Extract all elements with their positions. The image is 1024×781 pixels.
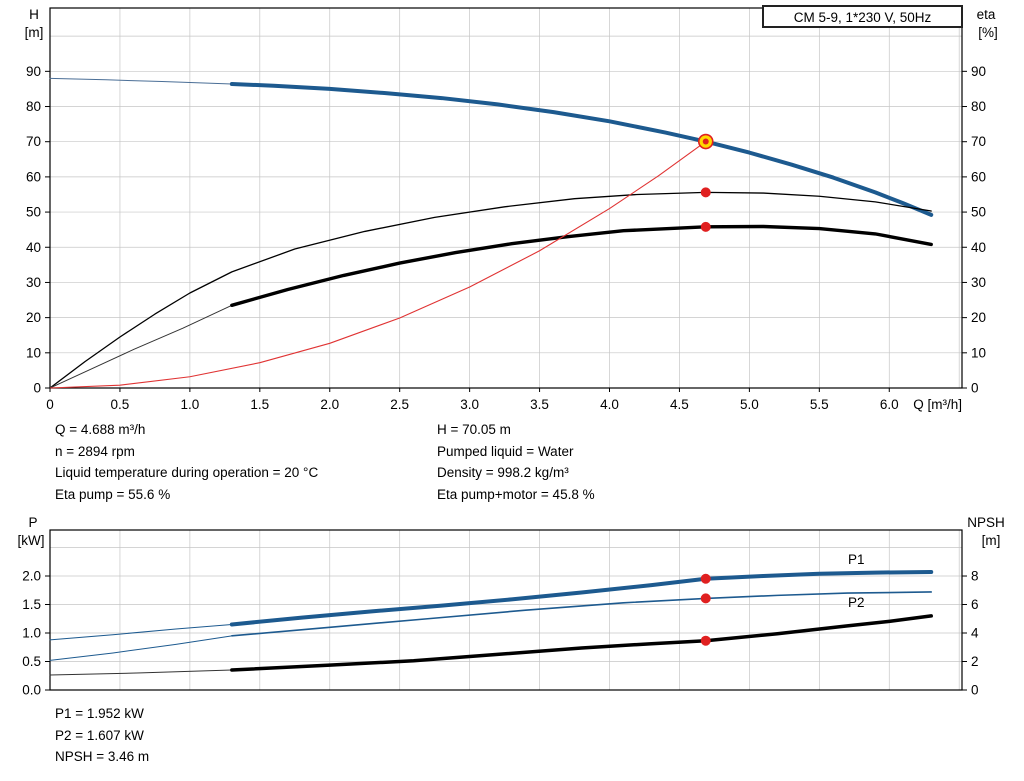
info-density: Density = 998.2 kg/m³ <box>437 465 569 480</box>
chart-1: 0.0 0.5 1.0 1.5 2.0 0 2 4 6 8 P [kW] NPSH [m] P1 P2 <box>18 515 1005 698</box>
info-eta-pump-motor: Eta pump+motor = 45.8 % <box>437 486 595 502</box>
chart-text: 1.5 <box>22 597 41 612</box>
info-flow: Q = 4.688 m³/h <box>55 422 146 437</box>
duty-info-right: H = 70.05 m Pumped liquid = Water Densit… <box>437 419 595 505</box>
chart-text: 80 <box>971 99 986 114</box>
duty-info-left: Q = 4.688 m³/h n = 2894 rpm Liquid tempe… <box>55 419 318 505</box>
chart-text: 50 <box>26 205 41 220</box>
info-pumped-liquid: Pumped liquid = Water <box>437 443 574 459</box>
pump-title-box: CM 5-9, 1*230 V, 50Hz <box>762 5 963 28</box>
chart-text: 2.0 <box>320 397 339 412</box>
duty-point-inner <box>702 138 709 145</box>
chart-text: eta <box>977 7 996 22</box>
chart-text: 0 <box>971 381 979 396</box>
chart-text: [kW] <box>18 533 45 548</box>
info-npsh: NPSH = 3.46 m <box>55 749 150 764</box>
chart-text: 3.0 <box>460 397 479 412</box>
chart-text: 60 <box>26 169 41 184</box>
p2-curve <box>231 591 933 637</box>
chart-text: 4.0 <box>600 397 619 412</box>
chart-text: 5.5 <box>810 397 829 412</box>
info-head: H = 70.05 m <box>437 422 511 437</box>
chart-text: 3.5 <box>530 397 549 412</box>
chart-text: 4.5 <box>670 397 689 412</box>
info-liquid-temperature: Liquid temperature during operation = 20… <box>55 465 319 480</box>
chart-text: 2 <box>971 654 979 669</box>
p2-point <box>700 593 711 604</box>
eta-pump-motor-curve <box>230 224 933 308</box>
chart-text: 90 <box>971 64 986 79</box>
chart-text: P <box>28 515 37 530</box>
chart-text: 40 <box>26 240 41 255</box>
eta-pump-curve <box>49 191 932 389</box>
chart-text: 50 <box>971 205 986 220</box>
chart-text: 0.5 <box>22 654 41 669</box>
chart-text: 0 <box>33 381 41 396</box>
chart-text: [m] <box>25 25 44 40</box>
chart-text: 0.0 <box>22 683 41 698</box>
plot-border <box>49 7 963 389</box>
chart-text: [m] <box>982 533 1001 548</box>
chart-text: 4 <box>971 626 979 641</box>
info-p1: P1 = 1.952 kW <box>55 706 144 721</box>
p1-curve-lead <box>49 623 233 641</box>
chart-text: [%] <box>978 25 998 40</box>
chart-text: 10 <box>971 345 986 360</box>
chart-text: 6.0 <box>880 397 899 412</box>
chart-text: 5.0 <box>740 397 759 412</box>
info-eta-pump: Eta pump = 55.6 % <box>55 486 171 502</box>
eta-pump-point <box>700 187 711 198</box>
npsh-curve <box>230 614 933 672</box>
chart-text: 1.0 <box>180 397 199 412</box>
p1-point <box>700 573 711 584</box>
chart-text: H <box>29 7 39 22</box>
chart-0: 0 0.5 1.0 1.5 2.0 2.5 3.0 3.5 4.0 4.5 5.0 5.5 6.0 0 10… <box>25 7 998 412</box>
eta-pump-motor-point <box>700 221 711 232</box>
npsh-point <box>700 635 711 646</box>
chart-text: 2.5 <box>390 397 409 412</box>
system-curve <box>49 140 707 389</box>
chart-text: 60 <box>971 169 986 184</box>
chart-text: 20 <box>971 310 986 325</box>
chart-text: 20 <box>26 310 41 325</box>
chart-text: 1.0 <box>22 625 41 640</box>
chart-text: P2 <box>848 595 865 610</box>
chart-text: 1.5 <box>250 397 269 412</box>
head-curve-lead <box>49 77 233 85</box>
eta-pump-motor-lead <box>49 304 233 389</box>
chart-text: NPSH <box>967 515 1005 530</box>
info-speed: n = 2894 rpm <box>55 443 135 459</box>
chart-text: 2.0 <box>22 568 41 583</box>
chart-text: 0.5 <box>111 397 130 412</box>
chart-text: 0 <box>971 683 979 698</box>
plot-border <box>49 529 963 691</box>
chart-text: 90 <box>26 64 41 79</box>
chart-text: Q [m³/h] <box>913 397 962 412</box>
chart-text: 10 <box>26 345 41 360</box>
chart-text: P1 <box>848 552 865 567</box>
chart-text: 6 <box>971 597 979 612</box>
head-curve <box>229 82 934 217</box>
info-p2: P2 = 1.607 kW <box>55 727 144 743</box>
chart-text: 80 <box>26 99 41 114</box>
chart-text: 70 <box>26 134 41 149</box>
chart-text: 8 <box>971 569 979 584</box>
chart-text: 0 <box>46 397 54 412</box>
npsh-curve-lead <box>49 669 233 676</box>
pump-title: CM 5-9, 1*230 V, 50Hz <box>793 10 932 25</box>
chart-text: 70 <box>971 134 986 149</box>
chart-text: 40 <box>971 240 986 255</box>
p1-curve <box>229 570 934 627</box>
power-info: P1 = 1.952 kW P2 = 1.607 kW NPSH = 3.46 … <box>55 703 149 768</box>
chart-text: 30 <box>26 275 41 290</box>
chart-text: 30 <box>971 275 986 290</box>
p2-curve-lead <box>49 635 233 661</box>
